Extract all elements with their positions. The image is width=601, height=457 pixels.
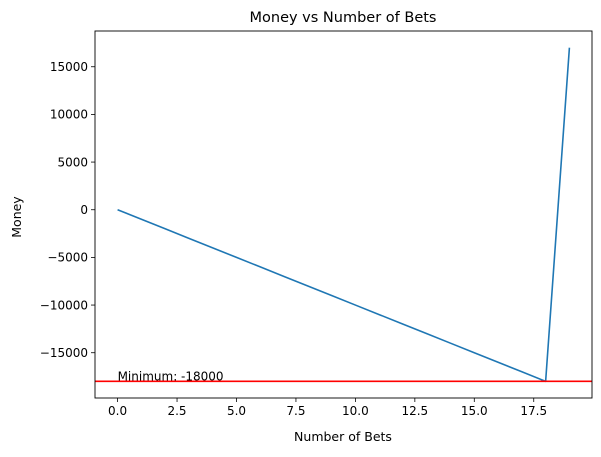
y-tick-label: −5000 [47, 251, 88, 265]
plot-frame [94, 30, 593, 399]
x-tick-label: 5.0 [227, 404, 246, 418]
axis-ticks: 0.0 2.5 5.0 7.5 10.0 12.5 15.0 17.5 −15000 −10000… [40, 60, 547, 418]
y-tick-label: 0 [80, 203, 88, 217]
plot-area: Minimum: -18000 [95, 47, 592, 383]
x-tick-label: 10.0 [342, 404, 369, 418]
y-tick-label: −10000 [40, 298, 88, 312]
x-axis-label: Number of Bets [294, 429, 392, 444]
y-tick-label: 5000 [57, 155, 88, 169]
series-line-0 [117, 47, 571, 383]
y-tick-label: 15000 [50, 60, 88, 74]
x-tick-label: 17.5 [520, 404, 547, 418]
y-axis-label: Money [9, 196, 24, 238]
y-tick-label: −15000 [40, 346, 88, 360]
x-tick-label: 15.0 [461, 404, 488, 418]
x-tick-label: 0.0 [108, 404, 127, 418]
x-tick-label: 12.5 [401, 404, 428, 418]
minimum-annotation: Minimum: -18000 [118, 369, 224, 383]
x-tick-label: 2.5 [167, 404, 186, 418]
y-tick-label: 10000 [50, 108, 88, 122]
x-tick-label: 7.5 [286, 404, 305, 418]
chart-title: Money vs Number of Bets [250, 10, 437, 26]
